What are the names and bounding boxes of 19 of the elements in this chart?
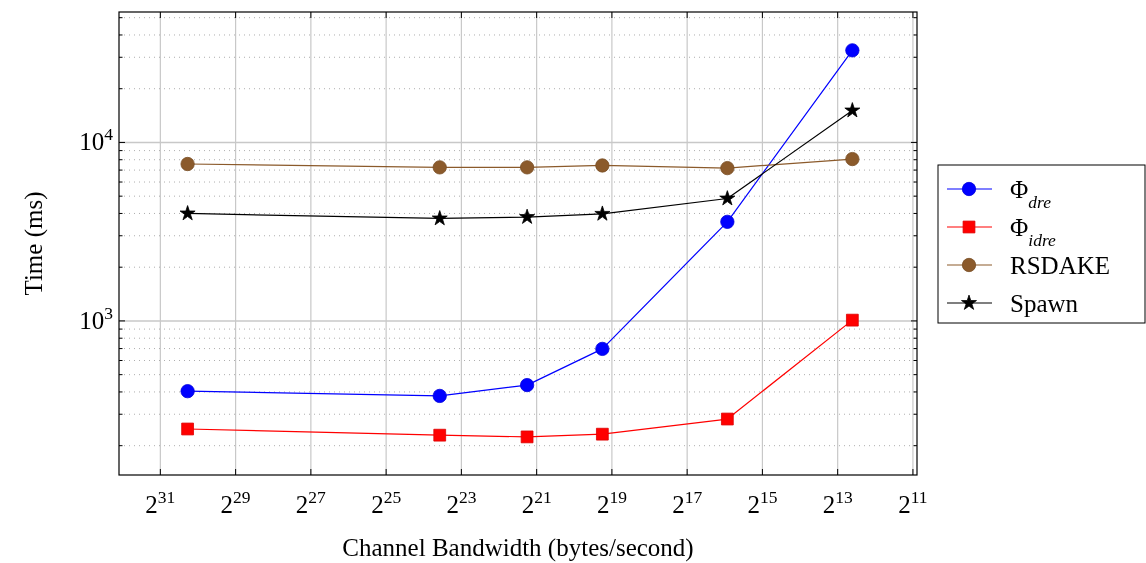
x-tick-label: 2$^{11}$ <box>898 487 928 518</box>
x-tick-label: 2$^{19}$ <box>596 487 628 518</box>
x-tick-label: 2$^{17}$ <box>672 487 703 518</box>
x-tick-label: 2$^{25}$ <box>371 487 402 518</box>
y-tick-label: 10$^{3}$ <box>79 302 114 334</box>
y-axis-title: Time (ms) <box>20 191 48 296</box>
y-tick-label: 10$^{4}$ <box>79 124 114 156</box>
x-tick-label: 2$^{23}$ <box>446 487 477 518</box>
x-tick-label: 2$^{21}$ <box>521 487 552 518</box>
x-tick-label: 2$^{15}$ <box>747 487 778 518</box>
legend-label: RSDAKE <box>1010 252 1111 279</box>
x-tick-label: 2$^{13}$ <box>822 487 853 518</box>
x-tick-label: 2$^{31}$ <box>145 487 176 518</box>
legend-label: Spawn <box>1010 290 1079 317</box>
legend-label: Φ$_{idre}$ <box>1010 214 1057 250</box>
legend-label: Φ$_{dre}$ <box>1010 176 1052 212</box>
x-axis-title: Channel Bandwidth (bytes/second) <box>342 534 694 562</box>
x-tick-label: 2$^{27}$ <box>295 487 327 518</box>
x-tick-label: 2$^{29}$ <box>220 487 251 518</box>
